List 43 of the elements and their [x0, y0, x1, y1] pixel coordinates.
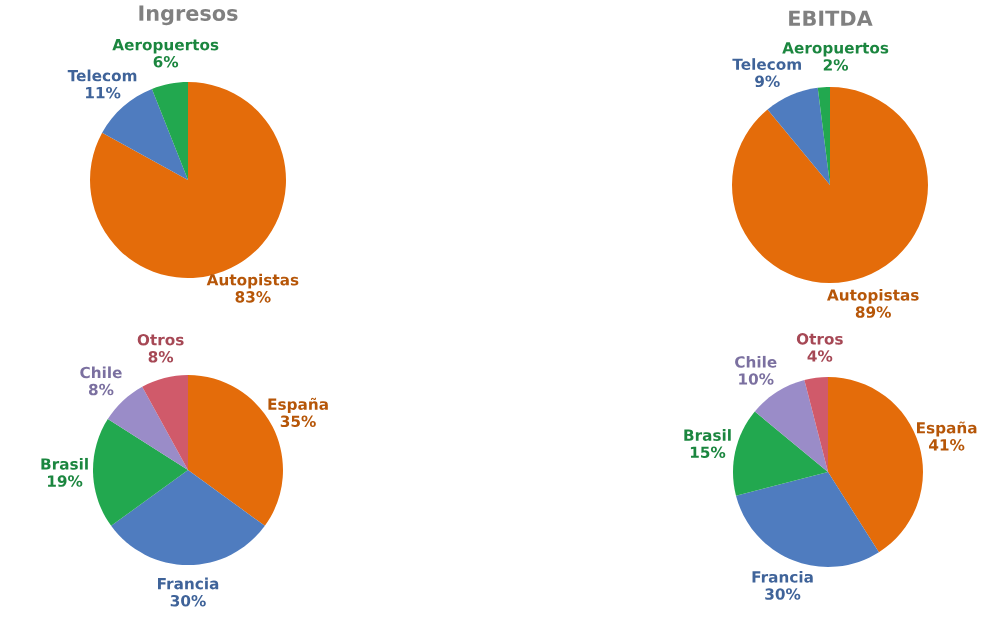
data-label: 19%: [48, 475, 83, 487]
data-label: 83%: [235, 291, 271, 303]
pie-slice: [111, 470, 265, 565]
data-label: 35%: [280, 415, 316, 428]
data-label: 8%: [88, 383, 114, 396]
slice-label: Autopistas: [206, 273, 299, 289]
data-label: 9%: [755, 75, 780, 88]
pie-slice: [733, 411, 828, 496]
pie-slice: [142, 375, 188, 470]
slice-label: Francia: [752, 570, 813, 583]
data-label: 15%: [690, 446, 726, 459]
slice-label: Chile: [80, 366, 122, 379]
slice-label: Otros: [796, 333, 843, 345]
data-label: 30%: [170, 594, 206, 607]
slice-label: Aeropuertos: [782, 42, 889, 57]
pie-slice: [735, 472, 879, 567]
pie-slice: [151, 82, 188, 180]
slice-label: Brasil: [41, 457, 88, 470]
slice-label: Francia: [158, 577, 219, 590]
data-label: 30%: [765, 588, 801, 600]
pie-slice: [93, 419, 188, 526]
data-label: 41%: [929, 439, 965, 451]
data-label: 89%: [855, 306, 891, 318]
slice-label: Autopistas: [826, 288, 919, 304]
chart-title: EBITDA: [789, 10, 873, 26]
slice-label: Telecom: [732, 58, 801, 70]
slice-label: España: [917, 421, 977, 437]
slice-label: España: [268, 397, 328, 413]
data-label: 2%: [823, 59, 849, 71]
slice-label: Aeropuertos: [112, 39, 219, 54]
data-label: 11%: [86, 86, 121, 99]
chart-title: Ingresos: [139, 5, 238, 26]
data-label: 6%: [153, 56, 179, 68]
pie-slice: [804, 377, 828, 472]
slice-label: Otros: [137, 333, 184, 346]
data-label: 10%: [739, 373, 774, 385]
data-label: 8%: [148, 351, 174, 363]
slice-label: Chile: [735, 355, 777, 368]
pie-slice: [732, 87, 928, 283]
slice-label: Brasil: [684, 429, 731, 441]
slice-label: Telecom: [67, 69, 137, 82]
pie-slice: [767, 87, 830, 185]
data-label: 4%: [807, 350, 833, 362]
